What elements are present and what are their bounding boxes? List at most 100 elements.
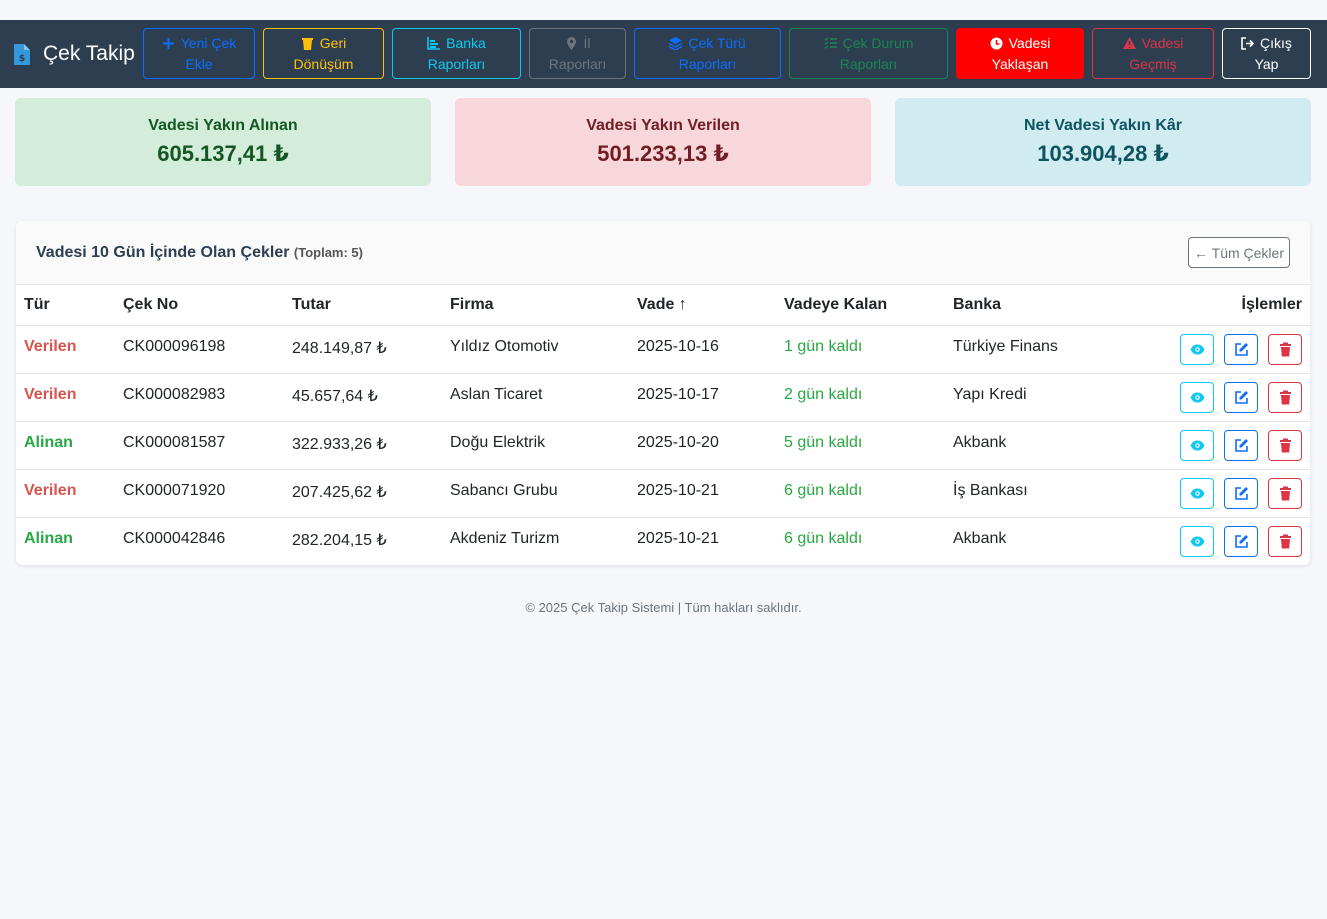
nav-label: Vadesi bbox=[1008, 34, 1051, 51]
new-cheque-button[interactable]: Yeni Çek Ekle bbox=[143, 28, 255, 79]
cell-type: Alinan bbox=[16, 421, 115, 470]
edit-button[interactable] bbox=[1224, 381, 1258, 413]
cell-firm: Aslan Ticaret bbox=[442, 373, 629, 422]
table-row: Verilen CK000082983 45.657,64 ₺ Aslan Ticar… bbox=[16, 373, 1310, 422]
eye-icon bbox=[1190, 536, 1204, 546]
cell-firm: Doğu Elektrik bbox=[442, 421, 629, 470]
col-cheque-no[interactable]: Çek No bbox=[115, 285, 284, 326]
table-row: Alinan CK000042846 282.204,15 ₺ Akdeniz Tur… bbox=[16, 517, 1310, 565]
chart-icon bbox=[427, 36, 441, 50]
nav-label: Banka bbox=[446, 34, 486, 51]
cell-bank: İş Bankası bbox=[945, 469, 1170, 518]
col-bank[interactable]: Banka bbox=[945, 285, 1170, 326]
plus-icon bbox=[162, 37, 174, 49]
map-pin-icon bbox=[566, 36, 576, 50]
cheques-panel: Vadesi 10 Gün İçinde Olan Çekler (Toplam… bbox=[16, 221, 1310, 565]
nav-label: Çek Türü bbox=[688, 34, 746, 51]
overdue-button[interactable]: Vadesi Geçmiş bbox=[1092, 28, 1214, 79]
summary-title: Net Vadesi Yakın Kâr bbox=[1023, 117, 1182, 134]
refund-button[interactable]: Geri Dönüşüm bbox=[263, 28, 384, 79]
col-type[interactable]: Tür bbox=[16, 285, 115, 326]
nav-label: Geri bbox=[319, 34, 347, 51]
edit-button[interactable] bbox=[1224, 333, 1258, 365]
invoice-icon: $ bbox=[14, 43, 30, 65]
cell-amount: 207.425,62 ₺ bbox=[284, 469, 442, 518]
view-button[interactable] bbox=[1180, 477, 1214, 509]
brand[interactable]: $ Çek Takip bbox=[14, 42, 135, 66]
edit-icon bbox=[1234, 390, 1248, 404]
nav-label: Yeni Çek bbox=[180, 34, 237, 51]
delete-button[interactable] bbox=[1268, 477, 1302, 509]
cell-amount: 248.149,87 ₺ bbox=[284, 325, 442, 374]
bank-reports-button[interactable]: Banka Raporları bbox=[392, 28, 521, 79]
table-header-row: Tür Çek No Tutar Firma Vade ↑ Vadeye Kal… bbox=[16, 285, 1310, 326]
cell-firm: Yıldız Otomotiv bbox=[442, 325, 629, 374]
cell-remaining: 6 gün kaldı bbox=[776, 469, 945, 518]
all-cheques-button[interactable]: ← Tüm Çekler bbox=[1188, 237, 1290, 268]
cell-cheque-no: CK000082983 bbox=[115, 373, 284, 422]
cell-actions bbox=[1170, 517, 1310, 565]
delete-button[interactable] bbox=[1268, 333, 1302, 365]
nav-label: Ekle bbox=[185, 55, 213, 72]
cell-due: 2025-10-21 bbox=[629, 469, 776, 518]
cell-amount: 45.657,64 ₺ bbox=[284, 373, 442, 422]
cell-type: Verilen bbox=[16, 373, 115, 422]
brand-name: Çek Takip bbox=[43, 42, 135, 65]
cell-due: 2025-10-20 bbox=[629, 421, 776, 470]
cheque-status-reports-button[interactable]: Çek Durum Raporları bbox=[789, 28, 948, 79]
upcoming-due-button[interactable]: Vadesi Yaklaşan bbox=[956, 28, 1084, 79]
cell-cheque-no: CK000042846 bbox=[123, 529, 226, 547]
delete-button[interactable] bbox=[1268, 381, 1302, 413]
cell-actions bbox=[1170, 421, 1310, 470]
cell-firm: Sabancı Grubu bbox=[442, 469, 629, 518]
clock-icon bbox=[990, 37, 1003, 49]
nav-label: Raporları bbox=[427, 55, 486, 72]
col-amount[interactable]: Tutar bbox=[284, 285, 442, 326]
logout-button[interactable]: Çıkış Yap bbox=[1222, 28, 1311, 79]
summary-value: 103.904,28 ₺ bbox=[1037, 141, 1169, 166]
nav-label: Vadesi bbox=[1141, 34, 1184, 51]
cell-due: 2025-10-16 bbox=[629, 325, 776, 374]
eye-icon bbox=[1190, 392, 1204, 402]
col-remaining[interactable]: Vadeye Kalan bbox=[776, 285, 945, 326]
nav-label: Raporları bbox=[839, 55, 898, 72]
cell-cheque-no: CK000096198 bbox=[115, 325, 284, 374]
table-row: Alinan CK000081587 322.933,26 ₺ Doğu Elektr… bbox=[16, 421, 1310, 470]
cell-actions bbox=[1170, 325, 1310, 374]
cell-bank: Türkiye Finans bbox=[945, 325, 1170, 374]
city-reports-button[interactable]: İl Raporları bbox=[529, 28, 626, 79]
edit-icon bbox=[1234, 534, 1248, 548]
view-button[interactable] bbox=[1180, 525, 1214, 557]
edit-icon bbox=[1234, 438, 1248, 452]
nav-label: İl bbox=[583, 34, 591, 51]
edit-button[interactable] bbox=[1224, 525, 1258, 557]
cheques-table: Tür Çek No Tutar Firma Vade ↑ Vadeye Kal… bbox=[16, 285, 1310, 565]
list-check-icon bbox=[824, 37, 837, 49]
eye-icon bbox=[1190, 440, 1204, 450]
view-button[interactable] bbox=[1180, 429, 1214, 461]
delete-button[interactable] bbox=[1268, 429, 1302, 461]
view-button[interactable] bbox=[1180, 381, 1214, 413]
summary-card-received: Vadesi Yakın Alınan 605.137,41 ₺ bbox=[15, 98, 431, 186]
panel-total: (Toplam: 5) bbox=[293, 245, 363, 260]
trash-icon bbox=[1279, 390, 1291, 404]
cell-bank: Akbank bbox=[945, 421, 1170, 470]
edit-button[interactable] bbox=[1224, 477, 1258, 509]
cell-remaining: 1 gün kaldı bbox=[776, 325, 945, 374]
nav-label: Çıkış bbox=[1260, 34, 1292, 51]
cheque-type-reports-button[interactable]: Çek Türü Raporları bbox=[634, 28, 781, 79]
view-button[interactable] bbox=[1180, 333, 1214, 365]
delete-button[interactable] bbox=[1268, 525, 1302, 557]
eye-icon bbox=[1190, 488, 1204, 498]
cell-amount: 282.204,15 ₺ bbox=[292, 531, 387, 549]
cell-due: 2025-10-17 bbox=[629, 373, 776, 422]
col-firm[interactable]: Firma bbox=[442, 285, 629, 326]
eye-icon bbox=[1190, 344, 1204, 354]
summary-card-net: Net Vadesi Yakın Kâr 103.904,28 ₺ bbox=[895, 98, 1311, 186]
nav-label: Dönüşüm bbox=[293, 55, 354, 72]
summary-value: 605.137,41 ₺ bbox=[157, 141, 289, 166]
col-due[interactable]: Vade ↑ bbox=[629, 285, 776, 326]
edit-button[interactable] bbox=[1224, 429, 1258, 461]
cell-cheque-no: CK000071920 bbox=[115, 469, 284, 518]
edit-icon bbox=[1234, 486, 1248, 500]
